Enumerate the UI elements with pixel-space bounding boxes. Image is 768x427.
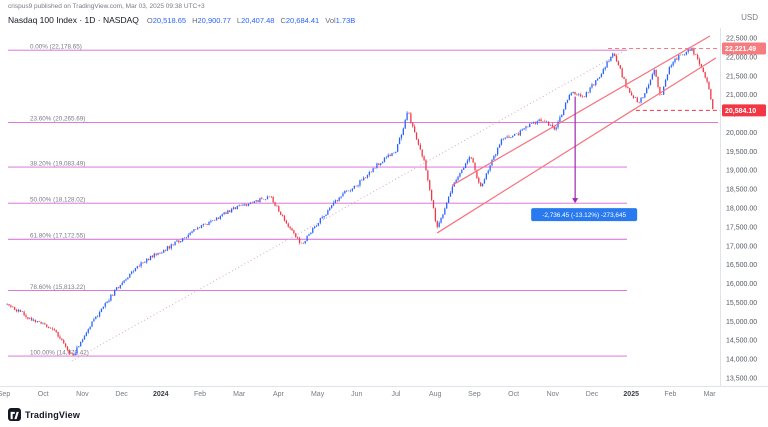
attribution-text: crispus9 published on TradingView.com, M… — [8, 3, 205, 10]
price-tick-label: 18,500.00 — [726, 187, 757, 194]
time-tick-label: Mar — [704, 391, 717, 398]
low-value: 20,407.48 — [241, 16, 275, 25]
price-axis[interactable]: 22,500.00 22,000.00 21,500.00 21,000.00 20,5… — [726, 36, 757, 383]
measurement-label-box — [531, 208, 638, 222]
close-value: 20,684.41 — [285, 16, 320, 25]
low-readout: L20,407.48 — [237, 16, 275, 25]
tradingview-logo-icon — [8, 408, 21, 421]
time-tick-label: 2024 — [153, 391, 169, 398]
time-tick-label: Sep — [468, 391, 481, 398]
open-readout: O20,518.65 — [147, 16, 186, 25]
rising-wedge-lower[interactable] — [436, 57, 717, 234]
fib-label: 78.60% (15,813.22) — [30, 284, 85, 291]
time-tick-label: May — [311, 391, 325, 398]
rising-wedge-upper[interactable] — [451, 35, 711, 186]
price-tick-label: 15,000.00 — [726, 319, 757, 326]
fib-label: 0.00% (22,178.65) — [30, 43, 82, 50]
price-tick-label: 14,000.00 — [726, 357, 757, 364]
time-tick-label: Oct — [508, 391, 519, 398]
price-label-text: 20,584.10 — [725, 108, 756, 115]
time-tick-label: Dec — [586, 391, 599, 398]
up-candle-wicks — [6, 47, 693, 356]
time-tick-label: 2025 — [623, 391, 639, 398]
time-tick-label: Dec — [115, 391, 128, 398]
price-tick-label: 18,000.00 — [726, 206, 757, 213]
price-tick-label: 16,000.00 — [726, 281, 757, 288]
time-tick-label: Sep — [0, 391, 10, 398]
fib-retracement[interactable]: 0.00% (22,178.65) 23.60% (20,265.69) 38.20… — [8, 43, 718, 357]
price-tick-label: 14,500.00 — [726, 338, 757, 345]
price-range-measurement[interactable]: -2,736.45 (-13.12%) -273,645 — [531, 96, 638, 222]
time-tick-label: Feb — [194, 391, 206, 398]
low-label: L — [236, 16, 242, 25]
down-candle-bodies — [8, 47, 714, 356]
price-tick-label: 13,500.00 — [726, 376, 757, 383]
time-tick-label: Jul — [392, 391, 401, 398]
symbol-title[interactable]: Nasdaq 100 Index · 1D · NASDAQ — [8, 15, 139, 25]
time-tick-label: Feb — [664, 391, 676, 398]
time-tick-label: Aug — [429, 391, 442, 398]
currency-label: USD — [741, 13, 758, 22]
measurement-label-text: -2,736.45 (-13.12%) -273,645 — [542, 212, 626, 219]
price-tick-label: 16,500.00 — [726, 262, 757, 269]
fib-label: 38.20% (19,083.49) — [30, 160, 85, 167]
time-tick-label: Apr — [273, 391, 285, 398]
volume-label: Vol — [325, 16, 336, 25]
price-tick-label: 17,000.00 — [726, 243, 757, 250]
time-axis[interactable]: Sep Oct Nov Dec 2024 Feb Mar Apr May Jun Jul Aug Sep… — [0, 391, 716, 398]
axis-borders — [0, 28, 768, 387]
price-tick-label: 20,000.00 — [726, 130, 757, 137]
measurement-arrowhead — [572, 198, 579, 204]
close-label: C — [280, 16, 286, 25]
price-label-box — [722, 104, 766, 117]
price-tick-label: 17,500.00 — [726, 224, 757, 231]
price-tick-label: 22,500.00 — [726, 36, 757, 43]
fib-label: 61.80% (17,172.55) — [30, 232, 85, 239]
time-tick-label: Nov — [547, 391, 560, 398]
high-label: H — [192, 16, 198, 25]
price-tick-label: 19,500.00 — [726, 149, 757, 156]
price-label-box — [722, 42, 766, 55]
tradingview-brand-text: TradingView — [25, 409, 81, 420]
time-tick-label: Mar — [233, 391, 246, 398]
price-axis-labels: 22,221.49 20,584.10 — [722, 42, 766, 117]
time-tick-label: Oct — [38, 391, 49, 398]
volume-readout: Vol1.73B — [325, 16, 355, 25]
resistance-dashed-lines[interactable] — [608, 48, 720, 111]
price-tick-label: 15,500.00 — [726, 300, 757, 307]
fib-label: 23.60% (20,265.69) — [30, 116, 85, 123]
tradingview-brand[interactable]: TradingView — [8, 408, 80, 421]
high-readout: H20,900.77 — [192, 16, 231, 25]
open-label: O — [146, 16, 153, 25]
price-label-text: 22,221.49 — [725, 46, 756, 53]
price-tick-label: 21,000.00 — [726, 92, 757, 99]
close-readout: C20,684.41 — [280, 16, 319, 25]
price-tick-label: 19,000.00 — [726, 168, 757, 175]
symbol-row: Nasdaq 100 Index · 1D · NASDAQ O20,518.6… — [8, 15, 355, 25]
fib-label: 100.00% (14,079.42) — [30, 349, 89, 356]
ohlc-readout: O20,518.65 H20,900.77 L20,407.48 C20,684… — [147, 16, 355, 25]
high-value: 20,900.77 — [197, 16, 231, 25]
price-tick-label: 22,000.00 — [726, 54, 757, 61]
time-tick-label: Jun — [351, 391, 362, 398]
up-candle-bodies — [6, 47, 693, 356]
down-candle-wicks — [8, 47, 714, 357]
volume-value: 1.73B — [335, 16, 356, 25]
open-value: 20,518.65 — [152, 16, 187, 25]
time-tick-label: Nov — [76, 391, 89, 398]
price-tick-label: 21,500.00 — [726, 73, 757, 80]
long-term-dotted-trendline[interactable] — [71, 51, 623, 362]
candlesticks[interactable] — [6, 47, 714, 357]
fib-label: 50.00% (18,128.02) — [30, 196, 85, 203]
